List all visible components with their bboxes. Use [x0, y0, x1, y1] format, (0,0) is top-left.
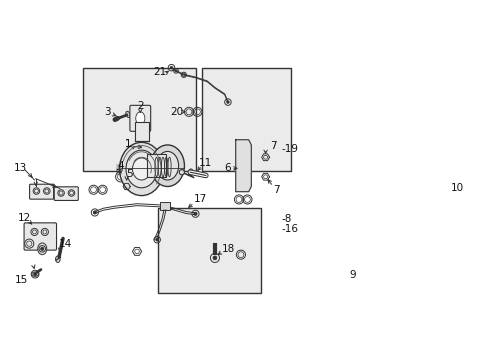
Bar — [83, 68, 196, 171]
Text: 1: 1 — [124, 139, 131, 149]
Text: 17: 17 — [194, 194, 207, 204]
Text: -16: -16 — [281, 224, 298, 234]
Text: 7: 7 — [269, 141, 276, 151]
Circle shape — [469, 182, 472, 185]
Ellipse shape — [119, 142, 163, 195]
Ellipse shape — [188, 169, 193, 175]
Text: -19: -19 — [281, 144, 298, 154]
Circle shape — [193, 212, 197, 215]
Circle shape — [41, 247, 44, 251]
Text: 15: 15 — [15, 275, 28, 285]
Circle shape — [33, 273, 37, 276]
Circle shape — [213, 256, 217, 260]
Text: -8: -8 — [281, 214, 291, 224]
Circle shape — [142, 113, 145, 116]
Text: 11: 11 — [199, 158, 212, 168]
Circle shape — [424, 192, 427, 195]
Bar — [158, 208, 261, 293]
FancyBboxPatch shape — [130, 105, 150, 131]
Text: 5: 5 — [126, 168, 133, 179]
Circle shape — [93, 211, 96, 214]
Circle shape — [241, 152, 245, 156]
Text: 1: 1 — [124, 139, 131, 149]
Text: 3: 3 — [104, 108, 111, 117]
Text: 6: 6 — [224, 163, 231, 173]
Text: 4: 4 — [117, 161, 124, 171]
Text: 7: 7 — [272, 185, 279, 195]
FancyBboxPatch shape — [54, 187, 78, 201]
Text: 10: 10 — [449, 183, 463, 193]
FancyBboxPatch shape — [30, 184, 54, 199]
Text: 9: 9 — [348, 270, 355, 280]
Circle shape — [242, 165, 244, 167]
Ellipse shape — [136, 112, 144, 125]
FancyBboxPatch shape — [24, 223, 57, 250]
Bar — [202, 68, 290, 171]
Bar — [146, 154, 166, 177]
Polygon shape — [235, 140, 251, 192]
Ellipse shape — [156, 152, 178, 180]
Bar — [160, 202, 170, 210]
Circle shape — [466, 260, 469, 264]
Text: 2: 2 — [137, 101, 143, 111]
Circle shape — [175, 70, 177, 72]
Ellipse shape — [132, 158, 150, 180]
Text: 20: 20 — [170, 107, 183, 117]
Ellipse shape — [38, 243, 47, 255]
Circle shape — [170, 66, 172, 69]
Ellipse shape — [125, 111, 130, 118]
Text: 12: 12 — [18, 213, 31, 222]
Circle shape — [179, 170, 184, 175]
Circle shape — [155, 238, 158, 241]
Text: 14: 14 — [59, 239, 72, 249]
Ellipse shape — [56, 256, 60, 262]
Text: 13: 13 — [14, 163, 27, 173]
Circle shape — [135, 113, 137, 116]
Text: 18: 18 — [221, 244, 234, 255]
Circle shape — [241, 175, 245, 180]
Text: 21: 21 — [153, 67, 166, 77]
Circle shape — [166, 150, 168, 153]
Circle shape — [142, 122, 145, 125]
Circle shape — [157, 150, 159, 153]
Circle shape — [135, 122, 137, 125]
Ellipse shape — [150, 145, 184, 186]
Ellipse shape — [126, 150, 157, 188]
Bar — [135, 122, 149, 141]
Circle shape — [226, 101, 229, 103]
